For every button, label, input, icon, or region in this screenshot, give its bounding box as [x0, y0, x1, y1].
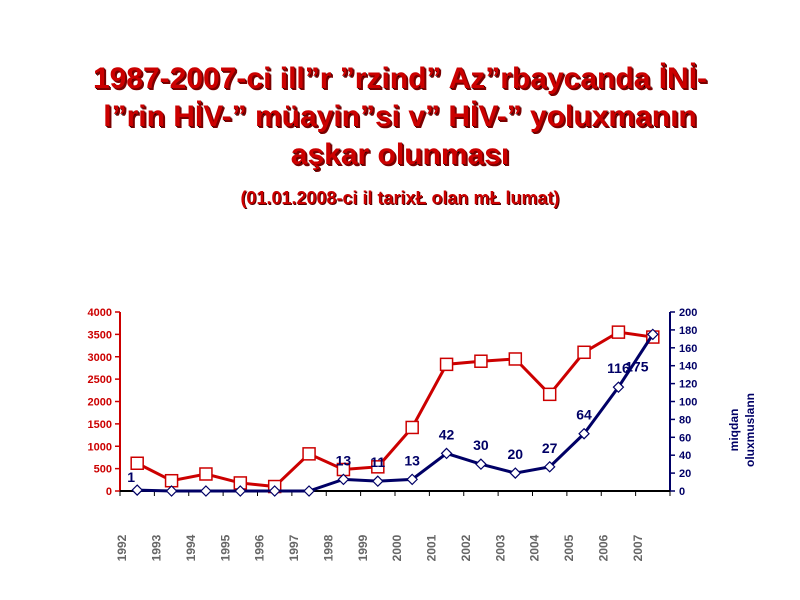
- y-right-tick-label: 40: [679, 450, 691, 462]
- x-tick-label: 2000: [390, 534, 404, 561]
- y-right-tick-label: 120: [679, 379, 697, 391]
- x-tick-label: 1997: [287, 534, 301, 561]
- data-label: 42: [439, 426, 455, 442]
- x-tick-label: 2005: [562, 534, 576, 561]
- series-1-point: [508, 352, 523, 366]
- series-2-line: [137, 333, 655, 493]
- y-right-axis-label: miqdan: [727, 409, 741, 452]
- series-1-point: [542, 387, 557, 402]
- data-label: 27: [542, 440, 558, 456]
- y-right-tick-label: 0: [679, 486, 685, 498]
- series-1-point: [164, 473, 179, 488]
- x-tick-label: 1993: [150, 534, 164, 561]
- y-left-tick-label: 2000: [88, 397, 112, 409]
- x-tick-label: 2002: [459, 534, 473, 561]
- data-label: 64: [576, 407, 592, 423]
- data-label: 13: [336, 452, 352, 468]
- y-left-tick-label: 3500: [88, 329, 112, 341]
- x-tick-label: 1995: [218, 534, 232, 561]
- y-right-tick-label: 20: [679, 468, 691, 480]
- chart-title: 1987-2007-ci ill”r ”rzind” Az”rbaycanda …: [0, 60, 800, 174]
- y-left-tick-label: 3000: [88, 352, 112, 364]
- x-tick-label: 2001: [425, 534, 439, 561]
- series-2-point: [543, 460, 556, 473]
- series-2-point: [646, 328, 659, 341]
- series-2-point: [234, 485, 247, 497]
- x-tick-label: 1999: [356, 534, 370, 561]
- series-2-point: [406, 473, 419, 486]
- x-tick-label: 2007: [631, 534, 645, 561]
- series-1-point: [302, 447, 316, 461]
- y-right-axis-label: oluxmuslann: [743, 393, 757, 467]
- title-line-3: aşkar olunması: [290, 138, 510, 171]
- series-2-point: [371, 475, 384, 488]
- y-right-tick-label: 140: [679, 361, 697, 373]
- y-left-tick-label: 4000: [88, 307, 112, 319]
- series-1-point: [611, 325, 626, 339]
- y-left-tick-label: 2500: [88, 374, 112, 386]
- series-2-point: [440, 447, 453, 460]
- series-1-point: [199, 467, 213, 481]
- series-1-point: [577, 345, 591, 360]
- series-2-point: [268, 485, 281, 497]
- series-2-point: [612, 381, 625, 394]
- x-tick-label: 2006: [596, 534, 610, 561]
- y-left-tick-label: 1000: [88, 441, 112, 453]
- data-label: 13: [404, 452, 420, 468]
- y-right-tick-label: 100: [679, 397, 697, 409]
- series-2-point: [509, 467, 522, 479]
- y-left-tick-label: 500: [94, 464, 112, 476]
- x-tick-label: 2003: [493, 534, 507, 561]
- y-right-tick-label: 60: [679, 432, 691, 444]
- series-1-point: [405, 420, 419, 435]
- series-2-point: [303, 485, 315, 497]
- series-1-point: [474, 354, 488, 368]
- x-tick-label: 1996: [253, 534, 267, 561]
- series-1-point: [371, 460, 385, 474]
- data-label: 20: [508, 446, 524, 462]
- y-right-tick-label: 80: [679, 414, 691, 426]
- data-label: 30: [473, 437, 489, 453]
- series-1-line: [136, 330, 654, 489]
- x-tick-label: 2004: [528, 534, 542, 561]
- series-2-point: [475, 458, 487, 470]
- y-right-tick-label: 180: [679, 325, 697, 337]
- x-tick-label: 1992: [115, 534, 129, 561]
- y-left-tick-label: 0: [106, 486, 112, 498]
- series-2-point: [578, 427, 590, 440]
- series-2-point: [337, 473, 350, 486]
- data-label: 116: [607, 360, 630, 376]
- series-2-point: [131, 484, 144, 496]
- chart-subtitle: (01.01.2008-ci il tarixŁ olan mŁ lumat): [240, 188, 560, 208]
- series-1-point: [130, 456, 144, 471]
- title-line-2: l”rin HİV-” müayin”si v” HİV-” yoluxmanı…: [103, 100, 697, 133]
- y-right-tick-label: 200: [679, 307, 697, 319]
- y-right-tick-label: 160: [679, 343, 697, 355]
- y-left-tick-label: 1500: [88, 419, 112, 431]
- data-label: 11: [370, 454, 385, 470]
- series-2-point: [200, 485, 212, 497]
- series-1-point: [439, 357, 454, 372]
- data-label: 175: [625, 358, 649, 374]
- series-2-point: [165, 485, 178, 497]
- x-tick-label: 1994: [184, 534, 198, 561]
- x-tick-label: 1998: [321, 534, 335, 561]
- title-line-1: 1987-2007-ci ill”r ”rzind” Az”rbaycanda …: [92, 62, 708, 95]
- data-label: 1: [127, 469, 135, 485]
